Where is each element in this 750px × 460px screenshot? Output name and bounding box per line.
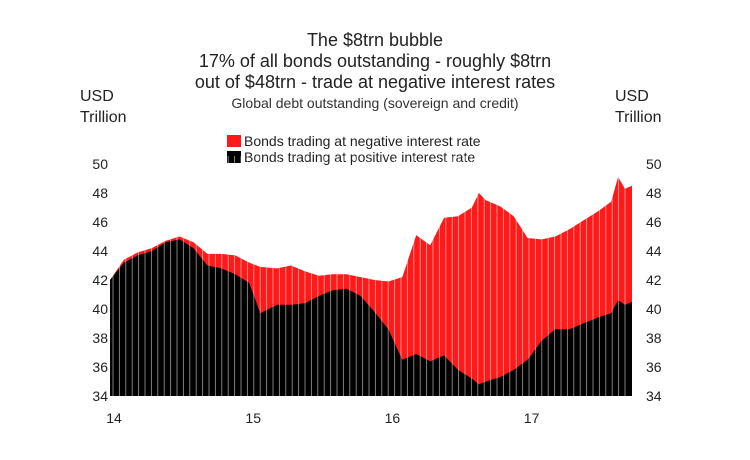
legend-swatch-positive <box>227 151 241 163</box>
plot-stripes <box>112 156 626 396</box>
y-tick-label-right: 48 <box>646 185 662 201</box>
y-tick-label-left: 48 <box>92 185 108 201</box>
x-tick-label: 16 <box>385 410 401 426</box>
legend-swatch-negative <box>227 135 241 147</box>
y-tick-label-right: 38 <box>646 330 662 346</box>
chart-title-line-1: 17% of all bonds outstanding - roughly $… <box>198 51 552 71</box>
chart-subtitle: Global debt outstanding (sovereign and c… <box>231 95 519 111</box>
legend-item-negative: Bonds trading at negative interest rate <box>227 133 481 149</box>
right-axis-unit-line-2: Trillion <box>615 109 662 126</box>
x-tick-label: 15 <box>245 410 261 426</box>
plot-area <box>110 177 632 396</box>
axes: 34 34 36 36 38 38 40 40 42 42 44 44 46 46 48 48 50 50 14 15… <box>92 156 661 426</box>
left-axis-unit-line-1: USD <box>80 88 114 105</box>
y-tick-label-right: 36 <box>646 359 662 375</box>
legend: Bonds trading at negative interest rate … <box>227 133 481 165</box>
y-tick-label-left: 44 <box>92 243 108 259</box>
series-area-positive <box>110 239 632 396</box>
y-tick-label-left: 42 <box>92 272 108 288</box>
y-tick-label-right: 34 <box>646 388 662 404</box>
y-tick-label-right: 46 <box>646 214 662 230</box>
legend-item-positive: Bonds trading at positive interest rate <box>227 149 481 165</box>
left-axis-unit: USD Trillion <box>80 86 127 128</box>
y-tick-label-left: 34 <box>92 388 108 404</box>
right-axis-unit-line-1: USD <box>615 88 649 105</box>
y-tick-label-right: 42 <box>646 272 662 288</box>
left-axis-unit-line-2: Trillion <box>80 109 127 126</box>
chart-title: The $8trn bubble <box>306 30 444 50</box>
y-tick-label-left: 38 <box>92 330 108 346</box>
x-tick-label: 17 <box>524 410 540 426</box>
y-tick-label-left: 50 <box>92 156 108 172</box>
chart-title-line-2: out of $48trn - trade at negative intere… <box>194 72 556 92</box>
y-tick-label-right: 50 <box>646 156 662 172</box>
y-tick-label-left: 46 <box>92 214 108 230</box>
legend-label-negative: Bonds trading at negative interest rate <box>244 133 481 149</box>
right-axis-unit: USD Trillion <box>615 86 662 128</box>
y-tick-label-right: 40 <box>646 301 662 317</box>
y-tick-label-left: 36 <box>92 359 108 375</box>
y-tick-label-left: 40 <box>92 301 108 317</box>
y-tick-label-right: 44 <box>646 243 662 259</box>
legend-label-positive: Bonds trading at positive interest rate <box>244 149 476 165</box>
x-tick-label: 14 <box>106 410 122 426</box>
